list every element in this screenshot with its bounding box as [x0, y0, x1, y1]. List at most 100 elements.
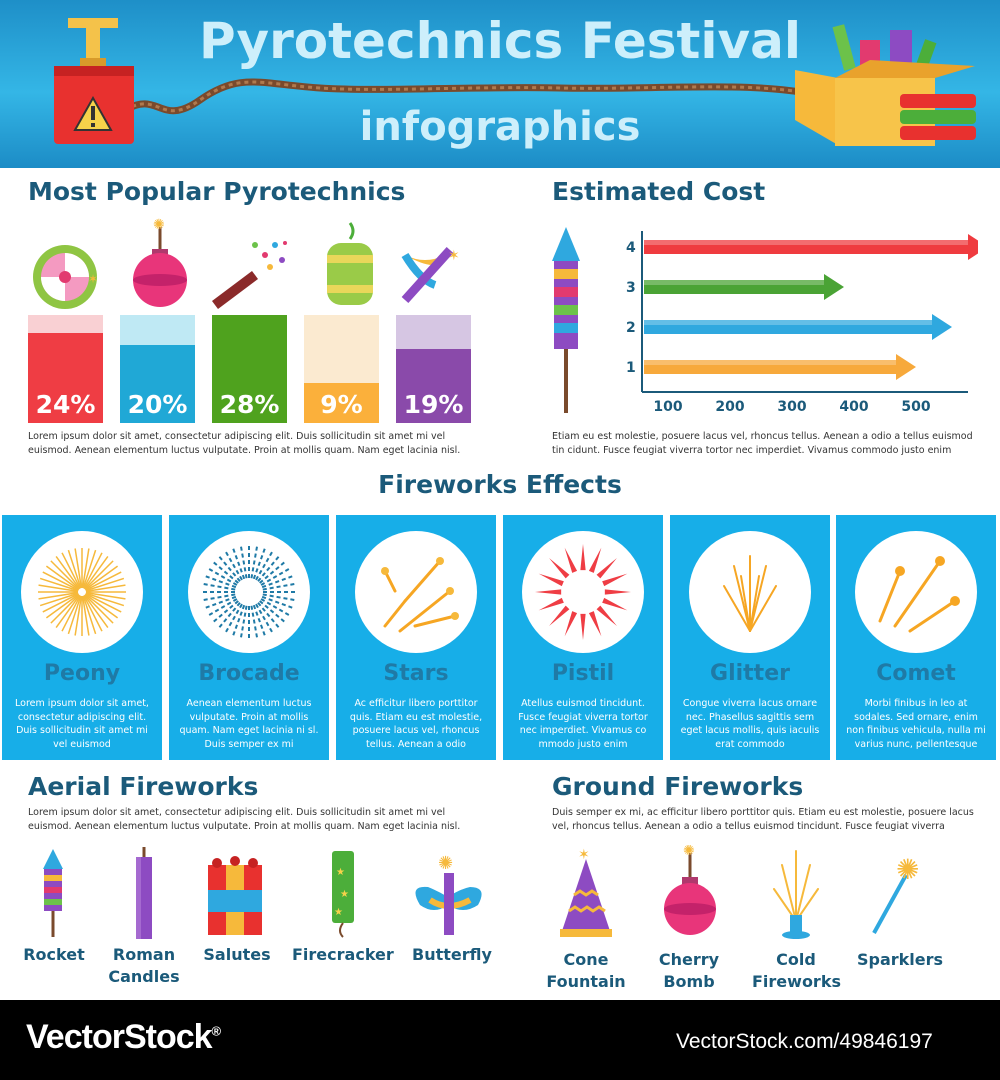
effect-card-stars: Stars Ac efficitur libero porttitor quis… [336, 515, 496, 760]
effect-description: Morbi finibus in leo at sodales. Sed orn… [846, 698, 986, 750]
x-tick-label: 400 [839, 399, 868, 415]
effect-description: Ac efficitur libero porttitor quis. Etia… [349, 698, 483, 750]
cost-description: Etiam eu est molestie, posuere lacus vel… [552, 431, 973, 456]
section-heading-ground: Ground Fireworks [552, 772, 804, 801]
cost-bar [644, 280, 824, 294]
section-heading-aerial: Aerial Fireworks [28, 772, 259, 801]
bar-fill [396, 349, 471, 423]
detonator-icon [54, 18, 134, 144]
effect-name: Glitter [710, 661, 790, 686]
popular-bar: 20% [120, 315, 195, 423]
svg-text:✺: ✺ [438, 853, 453, 874]
brand-registered-mark: ® [211, 1023, 222, 1039]
cost-bar-arrowhead [968, 234, 978, 260]
cost-chart: 1 2 3 4 100 200 300 400 500 [552, 227, 978, 415]
bar-top [120, 315, 195, 345]
effect-name: Brocade [198, 661, 300, 686]
comet-burst-icon [855, 531, 977, 653]
cost-bar-highlight [644, 360, 896, 365]
bar-fill [212, 315, 287, 423]
y-tick-label: 4 [626, 240, 636, 256]
popper-icon [212, 241, 287, 309]
salutes-icon [208, 856, 262, 935]
section-heading-popular: Most Popular Pyrotechnics [28, 177, 406, 206]
page-title: Pyrotechnics Festival [198, 12, 802, 70]
fireworks-box-icon [795, 24, 976, 146]
lollipop-icon: ✶ [33, 245, 98, 309]
bar-fill [28, 333, 103, 423]
cold-fireworks-icon [773, 850, 819, 939]
ground-description: Duis semper ex mi, ac efficitur libero p… [552, 807, 974, 832]
ground-icons: ✶ ✺ ✺ [560, 845, 919, 939]
x-tick-label: 100 [653, 399, 682, 415]
popular-description: Lorem ipsum dolor sit amet, consectetur … [28, 431, 461, 456]
aerial-item-label: Butterfly [412, 945, 492, 964]
peony-burst-icon [21, 531, 143, 653]
cost-bar-arrowhead [824, 274, 844, 300]
svg-text:★: ★ [336, 867, 345, 878]
effect-description: Aenean elementum luctus vulputate. Proin… [179, 698, 319, 750]
firecracker-icon: ★ ★ ★ [332, 851, 354, 938]
bar-percent: 19% [403, 390, 464, 419]
pistil-burst-icon [522, 531, 644, 653]
brand-logo: VectorStock® [26, 1018, 222, 1057]
effect-card-brocade: Brocade Aenean elementum luctus vulputat… [169, 515, 329, 760]
aerial-icons: ★ ★ ★ ✺ [43, 847, 482, 939]
ground-item-label: Cherry Bomb [658, 950, 720, 991]
header-illustration [54, 18, 976, 146]
effect-description: Lorem ipsum dolor sit amet, consectetur … [15, 698, 149, 750]
sparklers-icon: ✺ [872, 853, 919, 934]
ground-item-label: Sparklers [856, 950, 944, 969]
bar-percent: 20% [127, 390, 188, 419]
popular-bar: 19% [396, 315, 471, 423]
firecracker-pack-icon [327, 222, 373, 305]
roman-candle-icon [136, 847, 152, 939]
bar-top [28, 315, 103, 333]
bar-top [396, 315, 471, 349]
ground-item-label: Cone Fountain [546, 950, 626, 991]
cost-bar-highlight [644, 320, 932, 325]
cost-bar [644, 240, 968, 254]
svg-text:✺: ✺ [896, 853, 919, 886]
effect-card-peony: Peony Lorem ipsum dolor sit amet, consec… [2, 515, 162, 760]
cost-bar [644, 360, 896, 374]
popular-bar: 28% [212, 315, 287, 423]
popular-icons: ✶ ✺ ✶ [33, 217, 460, 309]
aerial-item-label: Roman Candles [108, 945, 180, 986]
svg-text:✺: ✺ [683, 845, 695, 859]
aerial-item-label: Rocket [23, 945, 85, 964]
bomb-icon: ✺ [133, 217, 187, 307]
x-tick-label: 200 [715, 399, 744, 415]
cost-bar-arrowhead [932, 314, 952, 340]
y-tick-label: 1 [626, 360, 636, 376]
effect-card-comet: Comet Morbi finibus in leo at sodales. S… [836, 515, 996, 760]
y-tick-label: 3 [626, 280, 636, 296]
bar-top [304, 315, 379, 383]
bar-percent: 28% [219, 390, 280, 419]
spinner-icon: ✶ [401, 246, 460, 304]
stars-burst-icon [355, 531, 477, 653]
cost-bar-highlight [644, 240, 968, 245]
effect-card-pistil: Pistil Atellus euismod tincidunt. Fusce … [503, 515, 663, 760]
image-id[interactable]: VectorStock.com/49846197 [676, 1030, 933, 1053]
bar-percent: 9% [320, 390, 363, 419]
bar-fill [304, 383, 379, 423]
rocket-icon [43, 849, 63, 937]
cost-bar [644, 320, 932, 334]
effect-card-glitter: Glitter Congue viverra lacus ornare nec.… [670, 515, 830, 760]
effect-description: Atellus euismod tincidunt. Fusce feugiat… [518, 698, 648, 750]
effect-name: Peony [43, 661, 121, 686]
svg-text:★: ★ [340, 889, 349, 900]
x-tick-label: 300 [777, 399, 806, 415]
svg-text:★: ★ [334, 907, 343, 918]
aerial-item-label: Firecracker [292, 945, 394, 964]
aerial-item-label: Salutes [203, 945, 271, 964]
aerial-description: Lorem ipsum dolor sit amet, consectetur … [28, 807, 461, 832]
cone-fountain-icon: ✶ [560, 847, 612, 937]
footer [0, 1000, 1000, 1080]
x-tick-label: 500 [901, 399, 930, 415]
svg-text:✺: ✺ [153, 217, 165, 233]
page-subtitle: infographics [359, 104, 641, 150]
svg-text:✶: ✶ [448, 248, 460, 264]
cost-bar-highlight [644, 280, 824, 285]
